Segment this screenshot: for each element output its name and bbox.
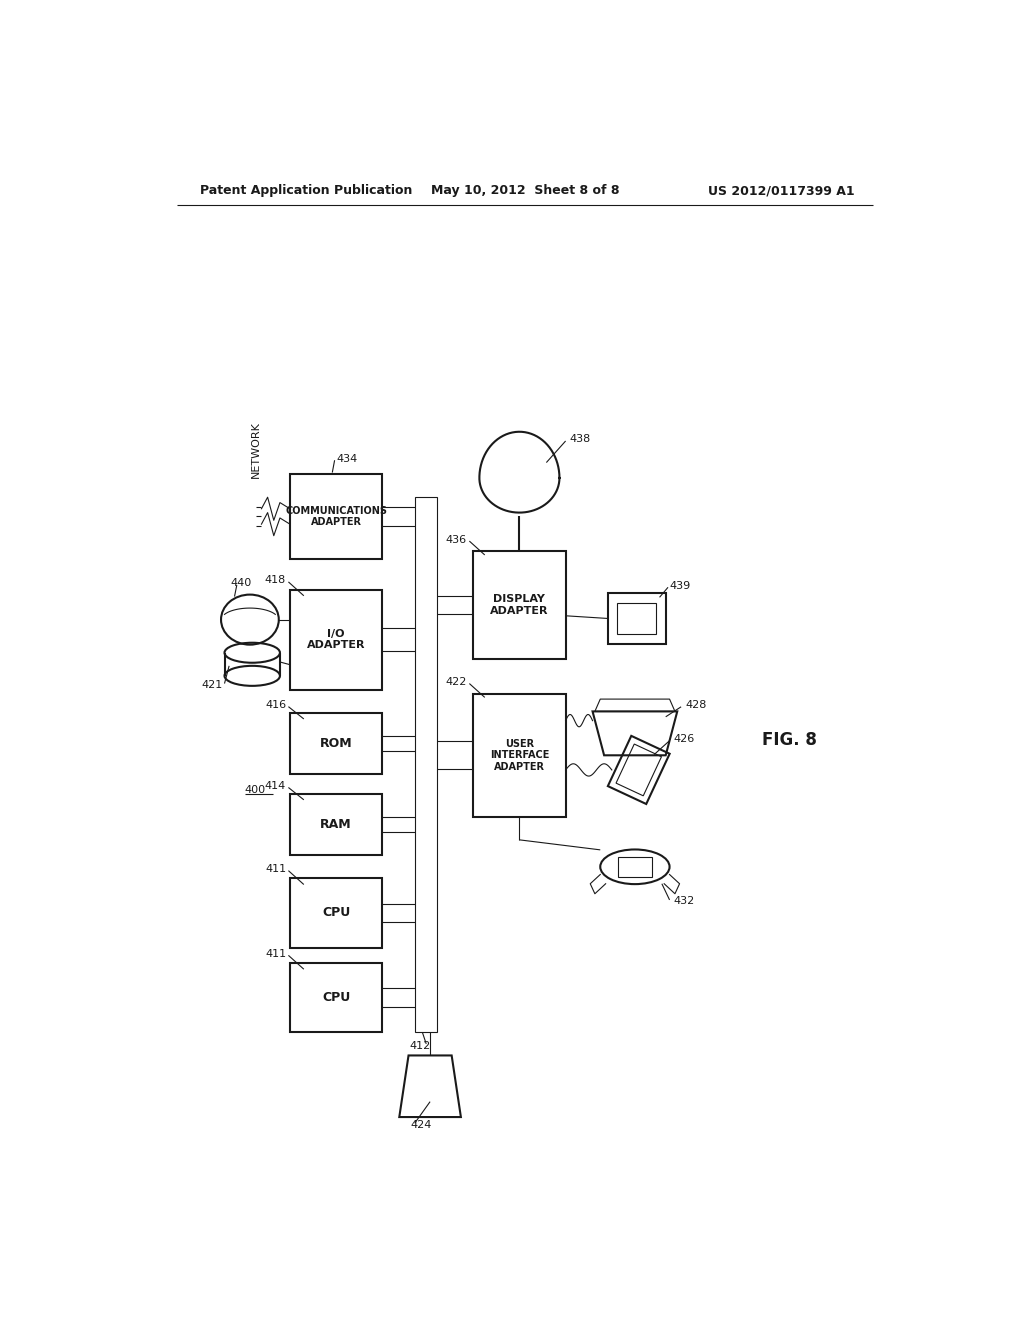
Bar <box>290 793 382 855</box>
Text: I/O
ADAPTER: I/O ADAPTER <box>307 628 366 651</box>
Text: COMMUNICATIONS
ADAPTER: COMMUNICATIONS ADAPTER <box>285 506 387 527</box>
Text: CPU: CPU <box>322 991 350 1005</box>
Text: 422: 422 <box>445 677 467 686</box>
Text: 416: 416 <box>265 700 286 710</box>
Text: 412: 412 <box>410 1041 431 1051</box>
Bar <box>617 857 652 876</box>
Bar <box>617 603 656 635</box>
Text: 440: 440 <box>230 578 252 587</box>
Bar <box>473 552 565 659</box>
Text: 400: 400 <box>245 785 265 795</box>
Text: 411: 411 <box>265 865 286 874</box>
Text: 426: 426 <box>674 734 694 744</box>
Text: CPU: CPU <box>322 907 350 920</box>
Text: 424: 424 <box>411 1119 432 1130</box>
Text: 411: 411 <box>265 949 286 958</box>
Bar <box>290 964 382 1032</box>
Bar <box>290 474 382 558</box>
Text: 439: 439 <box>670 581 691 591</box>
Text: 434: 434 <box>336 454 357 463</box>
Text: 414: 414 <box>265 781 286 791</box>
Bar <box>290 878 382 948</box>
Text: RAM: RAM <box>321 818 352 832</box>
Text: 418: 418 <box>265 576 286 585</box>
Bar <box>416 498 437 1032</box>
Text: May 10, 2012  Sheet 8 of 8: May 10, 2012 Sheet 8 of 8 <box>430 185 620 197</box>
Text: DISPLAY
ADAPTER: DISPLAY ADAPTER <box>490 594 549 616</box>
Text: 428: 428 <box>685 700 707 710</box>
Text: 438: 438 <box>569 434 591 445</box>
Text: Patent Application Publication: Patent Application Publication <box>200 185 413 197</box>
Bar <box>473 693 565 817</box>
Text: 432: 432 <box>674 896 694 907</box>
Text: 421: 421 <box>202 680 223 690</box>
Text: NETWORK: NETWORK <box>251 421 261 478</box>
Bar <box>290 713 382 775</box>
Bar <box>290 590 382 689</box>
Text: ROM: ROM <box>319 737 352 750</box>
Text: US 2012/0117399 A1: US 2012/0117399 A1 <box>708 185 854 197</box>
Text: FIG. 8: FIG. 8 <box>762 731 817 748</box>
Text: USER
INTERFACE
ADAPTER: USER INTERFACE ADAPTER <box>489 739 549 772</box>
Bar <box>608 594 666 644</box>
Text: 436: 436 <box>445 535 467 545</box>
